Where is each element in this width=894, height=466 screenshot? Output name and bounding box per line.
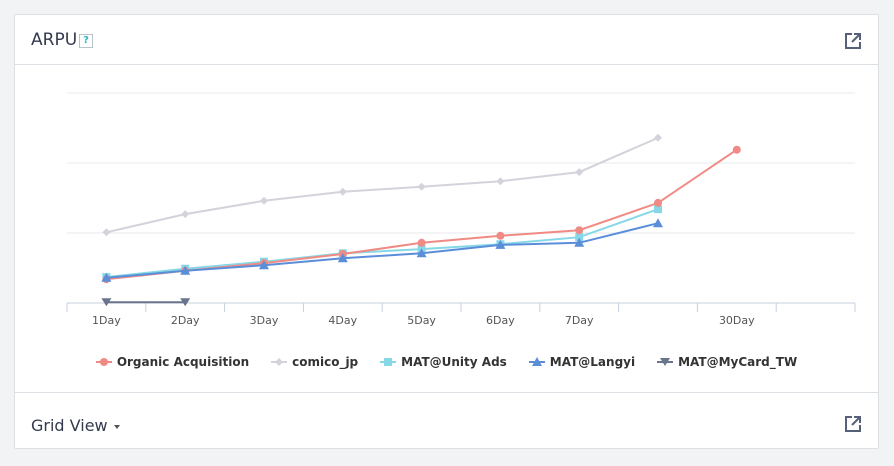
card-title: ARPU — [31, 30, 78, 50]
grid-view-dropdown[interactable]: Grid View — [31, 416, 120, 435]
legend-item-comico[interactable]: comico_jp — [271, 355, 358, 369]
x-tick-label: 6Day — [486, 314, 515, 327]
x-tick-label: 3Day — [250, 314, 279, 327]
data-point[interactable] — [575, 168, 584, 177]
card-footer: Grid View — [15, 392, 878, 449]
x-tick-label: 30Day — [719, 314, 755, 327]
data-point[interactable] — [575, 233, 584, 242]
external-link-icon[interactable] — [843, 414, 863, 434]
triangle-marker-icon — [528, 357, 545, 366]
circle-marker-icon — [95, 358, 112, 366]
help-icon[interactable]: ? — [79, 34, 93, 48]
data-point[interactable] — [416, 248, 427, 258]
data-point[interactable] — [260, 196, 268, 205]
data-point[interactable] — [653, 218, 663, 228]
x-tick-label: 1Day — [92, 314, 121, 327]
data-point[interactable] — [496, 177, 505, 186]
series-langyi[interactable] — [101, 218, 663, 282]
x-tick-label: 4Day — [328, 314, 357, 327]
card-header: ARPU ? — [15, 15, 878, 65]
x-tick-label: 2Day — [171, 314, 200, 327]
legend-item-mycard[interactable]: MAT@MyCard_TW — [657, 355, 797, 369]
data-point[interactable] — [259, 260, 269, 270]
data-point[interactable] — [101, 298, 112, 307]
data-point[interactable] — [101, 272, 112, 282]
legend-item-unity[interactable]: MAT@Unity Ads — [380, 355, 507, 369]
data-point[interactable] — [732, 145, 741, 154]
triangle-down-marker-icon — [657, 358, 674, 366]
data-point[interactable] — [337, 253, 348, 263]
diamond-marker-icon — [271, 358, 288, 366]
data-point[interactable] — [575, 226, 584, 235]
data-point[interactable] — [180, 265, 191, 275]
arpu-card: ARPU ? 1Day 2Day 3Day 4Day 5Day 6Day 7Day 30Day… — [14, 14, 879, 449]
data-point[interactable] — [574, 237, 585, 247]
legend-label: MAT@Langyi — [549, 355, 636, 369]
data-point[interactable] — [496, 231, 505, 240]
data-point[interactable] — [654, 198, 662, 207]
data-point[interactable] — [495, 239, 506, 249]
legend-item-langyi[interactable]: MAT@Langyi — [528, 355, 636, 369]
legend-label: MAT@MyCard_TW — [678, 355, 798, 369]
grid-view-label: Grid View — [31, 416, 108, 435]
legend-label: MAT@Unity Ads — [401, 355, 507, 369]
data-point[interactable] — [654, 205, 662, 214]
data-point[interactable] — [180, 298, 191, 307]
external-link-icon[interactable] — [843, 31, 863, 51]
data-point[interactable] — [338, 187, 347, 196]
square-marker-icon — [380, 358, 397, 366]
caret-down-icon — [113, 424, 120, 429]
data-point[interactable] — [654, 133, 662, 142]
line-chart: 1Day 2Day 3Day 4Day 5Day 6Day 7Day 30Day — [66, 92, 856, 327]
legend-label: comico_jp — [292, 355, 359, 369]
data-point[interactable] — [102, 228, 111, 237]
legend-label: Organic Acquisition — [116, 355, 250, 369]
series-comico[interactable] — [102, 133, 662, 237]
data-point[interactable] — [181, 210, 190, 219]
data-point[interactable] — [417, 238, 426, 247]
chart-area: 1Day 2Day 3Day 4Day 5Day 6Day 7Day 30Day Organi… — [15, 65, 878, 393]
data-point[interactable] — [417, 182, 426, 191]
x-tick-label: 7Day — [565, 314, 594, 327]
x-tick-label: 5Day — [407, 314, 436, 327]
chart-legend: Organic Acquisition comico_jp MAT@Unity Ad… — [15, 355, 878, 369]
series-mycard[interactable] — [101, 298, 191, 307]
legend-item-organic[interactable]: Organic Acquisition — [95, 355, 250, 369]
